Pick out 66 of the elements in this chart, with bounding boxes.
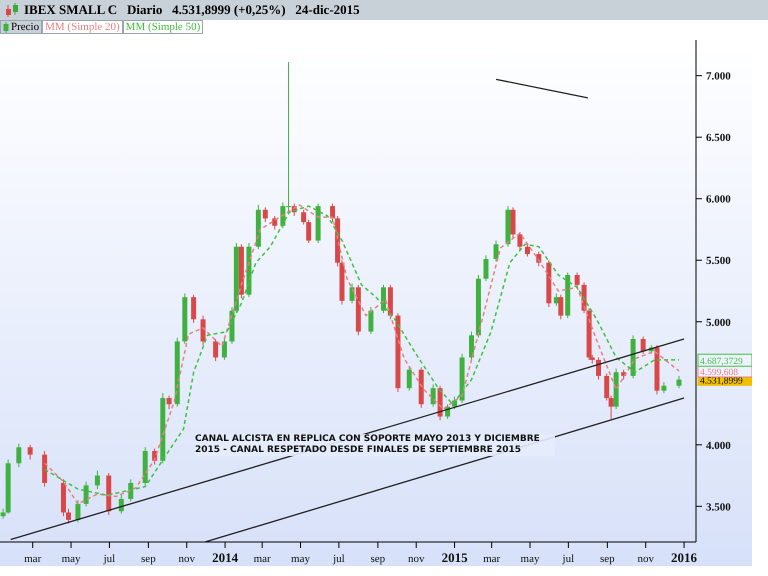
candlestick [330, 203, 336, 223]
candlestick [640, 336, 646, 354]
candlestick [84, 481, 89, 507]
candlestick [469, 331, 474, 360]
candlestick [222, 337, 227, 360]
y-tick-label: 5.500 [706, 255, 732, 268]
x-tick-label: jul [562, 553, 574, 565]
candlestick [494, 240, 499, 262]
candlestick [350, 283, 355, 304]
x-tick-label: nov [408, 553, 425, 565]
candlestick [676, 375, 682, 389]
candlestick [0, 508, 6, 520]
x-tick-label: sep [600, 553, 616, 565]
annotation: CANAL ALCISTA EN REPLICA CON SOPORTE MAYO 2013 Y DICIEMBRE 2015 - CANAL RESPETADO DESDE FINALES DE SEPTIEMBRE 2015 [195, 434, 555, 456]
candlestick [524, 244, 530, 258]
candlestick [306, 219, 312, 244]
x-tick-label: mar [24, 553, 42, 565]
candlestick [430, 384, 436, 408]
x-tick-label: 2016 [671, 550, 698, 565]
x-tick-label: nov [637, 553, 654, 565]
candlestick [16, 443, 22, 468]
x-tick-label: sep [370, 553, 386, 565]
x-tick-label: nov [178, 553, 196, 565]
candlestick [517, 231, 522, 251]
candlestick [368, 306, 374, 335]
legend-label: Precio [0, 20, 42, 34]
y-tick-label: 6.500 [706, 132, 732, 144]
candlestick [28, 444, 33, 460]
candlestick [94, 470, 100, 490]
y-tick-label: 4.000 [706, 440, 732, 452]
candlestick [262, 206, 268, 223]
candlestick [558, 294, 564, 320]
annotation: 4.687,3729 [700, 357, 743, 368]
annotation: 4.599,608 [700, 368, 738, 378]
candlestick [574, 272, 580, 288]
x-tick-label: 2015 [442, 550, 468, 565]
x-tick-label: may [520, 553, 540, 565]
y-tick-label: 3.500 [706, 501, 732, 514]
candlestick [191, 294, 196, 324]
candlestick [406, 366, 412, 392]
x-tick-label: jul [332, 553, 345, 565]
candlestick [554, 292, 559, 306]
text: MM (Simple 20) [42, 20, 123, 34]
candlestick [213, 338, 218, 362]
candlestick [166, 395, 172, 410]
y-tick-label: 7.000 [706, 70, 732, 83]
y-tick-label: 6.000 [706, 194, 732, 206]
x-tick-label: mar [483, 553, 501, 565]
y-tick-label: 5.000 [706, 316, 732, 329]
candlestick [301, 209, 306, 226]
x-tick-label: may [62, 553, 82, 565]
annotation: 4.531,8999 [700, 376, 743, 386]
chart-title: IBEX SMALL C Diario 4.531,8999 (+0,25%) 24-dic-2015 [24, 2, 360, 18]
candlestick [661, 382, 666, 394]
candlestick [75, 500, 80, 523]
x-tick-label: sep [141, 553, 156, 565]
text: MM (Simple 50) [122, 20, 204, 34]
x-tick-label: jul [102, 553, 116, 565]
candlestick [200, 315, 206, 346]
x-tick-label: 2014 [212, 550, 239, 565]
candlestick [596, 356, 602, 380]
x-tick-label: may [291, 553, 310, 565]
candlestick [483, 254, 488, 282]
x-tick-label: mar [254, 553, 272, 565]
candlestick [66, 508, 71, 524]
candlestick [272, 215, 278, 230]
